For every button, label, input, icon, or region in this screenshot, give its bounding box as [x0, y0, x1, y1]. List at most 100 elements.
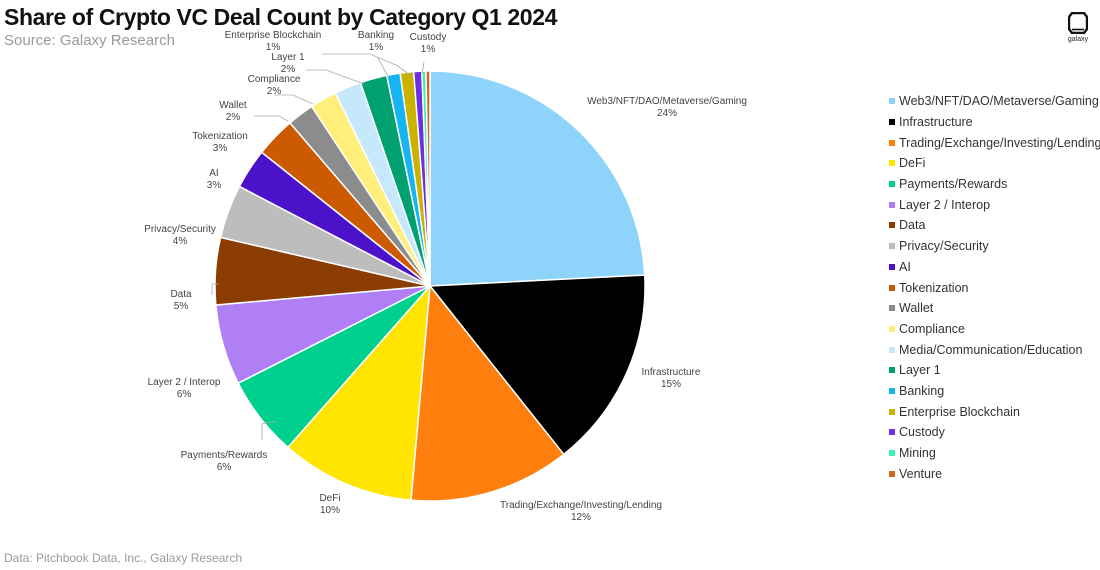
data-label-name: Enterprise Blockchain — [225, 30, 322, 41]
data-label-name: Layer 2 / Interop — [148, 377, 221, 388]
legend-swatch — [889, 222, 895, 229]
legend-label: Enterprise Blockchain — [899, 404, 1020, 419]
legend-item-infrastructure: Infrastructure — [889, 112, 1100, 133]
legend-swatch — [889, 387, 895, 394]
data-source-note: Data: Pitchbook Data, Inc., Galaxy Resea… — [4, 551, 243, 565]
legend-label: Privacy/Security — [899, 239, 989, 254]
data-label-value: 2% — [281, 64, 296, 75]
data-label-value: 2% — [267, 86, 282, 97]
leader-line-data — [211, 283, 219, 295]
data-label-name: Tokenization — [192, 131, 248, 142]
legend-label: Banking — [899, 383, 945, 398]
data-label-name: Layer 1 — [271, 52, 305, 63]
legend-item-payments-rewards: Payments/Rewards — [889, 174, 1100, 195]
legend-label: Web3/NFT/DAO/Metaverse/Gaming — [899, 94, 1099, 109]
legend-item-data: Data — [889, 215, 1100, 236]
data-label-value: 6% — [177, 389, 192, 400]
logo-text: galaxy — [1067, 36, 1089, 43]
data-label-value: 1% — [421, 44, 436, 55]
galaxy-logo-icon — [1068, 12, 1088, 34]
data-label-name: AI — [209, 168, 218, 179]
legend-swatch — [889, 98, 895, 105]
legend-label: Layer 2 / Interop — [899, 197, 991, 212]
data-label-ai: AI3% — [207, 168, 222, 191]
legend-item-layer-1: Layer 1 — [889, 360, 1100, 381]
data-label-value: 4% — [173, 236, 188, 247]
legend-swatch — [889, 367, 895, 374]
legend-item-banking: Banking — [889, 381, 1100, 402]
legend-item-compliance: Compliance — [889, 319, 1100, 340]
data-label-name: Web3/NFT/DAO/Metaverse/Gaming — [587, 96, 747, 107]
legend-item-custody: Custody — [889, 422, 1100, 443]
galaxy-logo: galaxy — [1062, 12, 1094, 43]
legend-item-wallet: Wallet — [889, 298, 1100, 319]
legend-swatch — [889, 119, 895, 126]
legend-label: Custody — [899, 425, 945, 440]
leader-line-compliance — [274, 94, 314, 105]
data-label-name: Custody — [410, 32, 447, 43]
legend-swatch — [889, 470, 895, 477]
chart-title: Share of Crypto VC Deal Count by Categor… — [4, 4, 557, 30]
pie-slice-trading-exchange-investing-lending — [410, 284, 565, 502]
data-label-name: Infrastructure — [642, 367, 701, 378]
legend-swatch — [889, 263, 895, 270]
legend-label: Venture — [899, 466, 943, 481]
leader-line-payments-rewards — [261, 420, 278, 440]
legend-label: Payments/Rewards — [899, 177, 1008, 192]
legend-label: Data — [899, 218, 926, 233]
legend-swatch — [889, 325, 895, 332]
legend-swatch — [889, 408, 895, 415]
legend-swatch — [889, 139, 895, 146]
leader-line-custody — [421, 61, 425, 75]
legend-item-ai: AI — [889, 257, 1100, 278]
data-label-value: 1% — [369, 42, 384, 53]
legend-item-media-communication-education: Media/Communication/Education — [889, 339, 1100, 360]
legend-item-tokenization: Tokenization — [889, 277, 1100, 298]
data-label-value: 15% — [661, 379, 681, 390]
pie-slice-venture — [425, 70, 431, 287]
data-label-name: Payments/Rewards — [181, 450, 268, 461]
legend-swatch — [889, 284, 895, 291]
data-label-name: Banking — [358, 30, 394, 41]
leader-line-banking — [377, 57, 390, 79]
legend-item-web3-nft-dao-metaverse-gaming: Web3/NFT/DAO/Metaverse/Gaming — [889, 91, 1100, 112]
legend-item-trading-exchange-investing-lending: Trading/Exchange/Investing/Lending — [889, 132, 1100, 153]
legend-swatch — [889, 346, 895, 353]
data-label-value: 24% — [657, 108, 677, 119]
data-label-value: 1% — [266, 42, 281, 53]
data-label-layer-1: Layer 12% — [271, 52, 305, 75]
data-label-value: 3% — [213, 143, 228, 154]
data-label-name: Trading/Exchange/Investing/Lending — [500, 500, 662, 511]
legend-item-layer-2-interop: Layer 2 / Interop — [889, 194, 1100, 215]
pie-slice-defi — [286, 283, 431, 501]
data-label-value: 10% — [320, 505, 340, 516]
data-label-name: DeFi — [319, 493, 340, 504]
leader-line-enterprise-blockchain — [322, 53, 412, 77]
legend-swatch — [889, 305, 895, 312]
chart-legend: Web3/NFT/DAO/Metaverse/Gaming Infrastruct… — [889, 91, 1100, 484]
leader-line-wallet — [254, 115, 289, 122]
legend-label: AI — [899, 259, 911, 274]
legend-label: DeFi — [899, 156, 926, 171]
data-label-value: 3% — [207, 180, 222, 191]
legend-swatch — [889, 160, 895, 167]
legend-item-mining: Mining — [889, 443, 1100, 464]
legend-label: Tokenization — [899, 280, 969, 295]
legend-label: Infrastructure — [899, 115, 973, 130]
legend-label: Trading/Exchange/Investing/Lending — [899, 135, 1100, 150]
pie-slice-infrastructure — [428, 274, 646, 456]
legend-label: Layer 1 — [899, 363, 941, 378]
data-label-value: 12% — [571, 512, 591, 523]
